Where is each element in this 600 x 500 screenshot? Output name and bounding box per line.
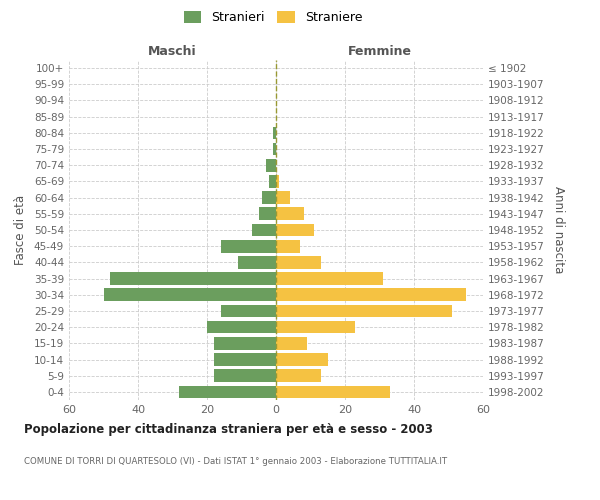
- Y-axis label: Anni di nascita: Anni di nascita: [551, 186, 565, 274]
- Bar: [276, 304, 452, 318]
- Bar: [276, 288, 466, 301]
- Bar: [276, 224, 314, 236]
- Bar: [276, 370, 321, 382]
- Bar: [221, 240, 276, 252]
- Bar: [276, 208, 304, 220]
- Bar: [207, 321, 276, 334]
- Bar: [214, 337, 276, 349]
- Bar: [266, 159, 276, 172]
- Bar: [276, 240, 300, 252]
- Bar: [252, 224, 276, 236]
- Y-axis label: Fasce di età: Fasce di età: [14, 195, 27, 265]
- Bar: [276, 175, 280, 188]
- Bar: [276, 256, 321, 268]
- Text: Maschi: Maschi: [148, 44, 197, 58]
- Bar: [221, 304, 276, 318]
- Text: Femmine: Femmine: [347, 44, 412, 58]
- Bar: [110, 272, 276, 285]
- Legend: Stranieri, Straniere: Stranieri, Straniere: [179, 6, 367, 29]
- Bar: [269, 175, 276, 188]
- Bar: [214, 353, 276, 366]
- Bar: [276, 353, 328, 366]
- Bar: [179, 386, 276, 398]
- Bar: [238, 256, 276, 268]
- Bar: [272, 126, 276, 139]
- Bar: [276, 192, 290, 204]
- Bar: [272, 142, 276, 156]
- Bar: [104, 288, 276, 301]
- Bar: [276, 321, 355, 334]
- Bar: [276, 272, 383, 285]
- Bar: [259, 208, 276, 220]
- Bar: [276, 337, 307, 349]
- Bar: [276, 386, 390, 398]
- Bar: [262, 192, 276, 204]
- Text: Popolazione per cittadinanza straniera per età e sesso - 2003: Popolazione per cittadinanza straniera p…: [24, 422, 433, 436]
- Text: COMUNE DI TORRI DI QUARTESOLO (VI) - Dati ISTAT 1° gennaio 2003 - Elaborazione T: COMUNE DI TORRI DI QUARTESOLO (VI) - Dat…: [24, 458, 447, 466]
- Bar: [214, 370, 276, 382]
